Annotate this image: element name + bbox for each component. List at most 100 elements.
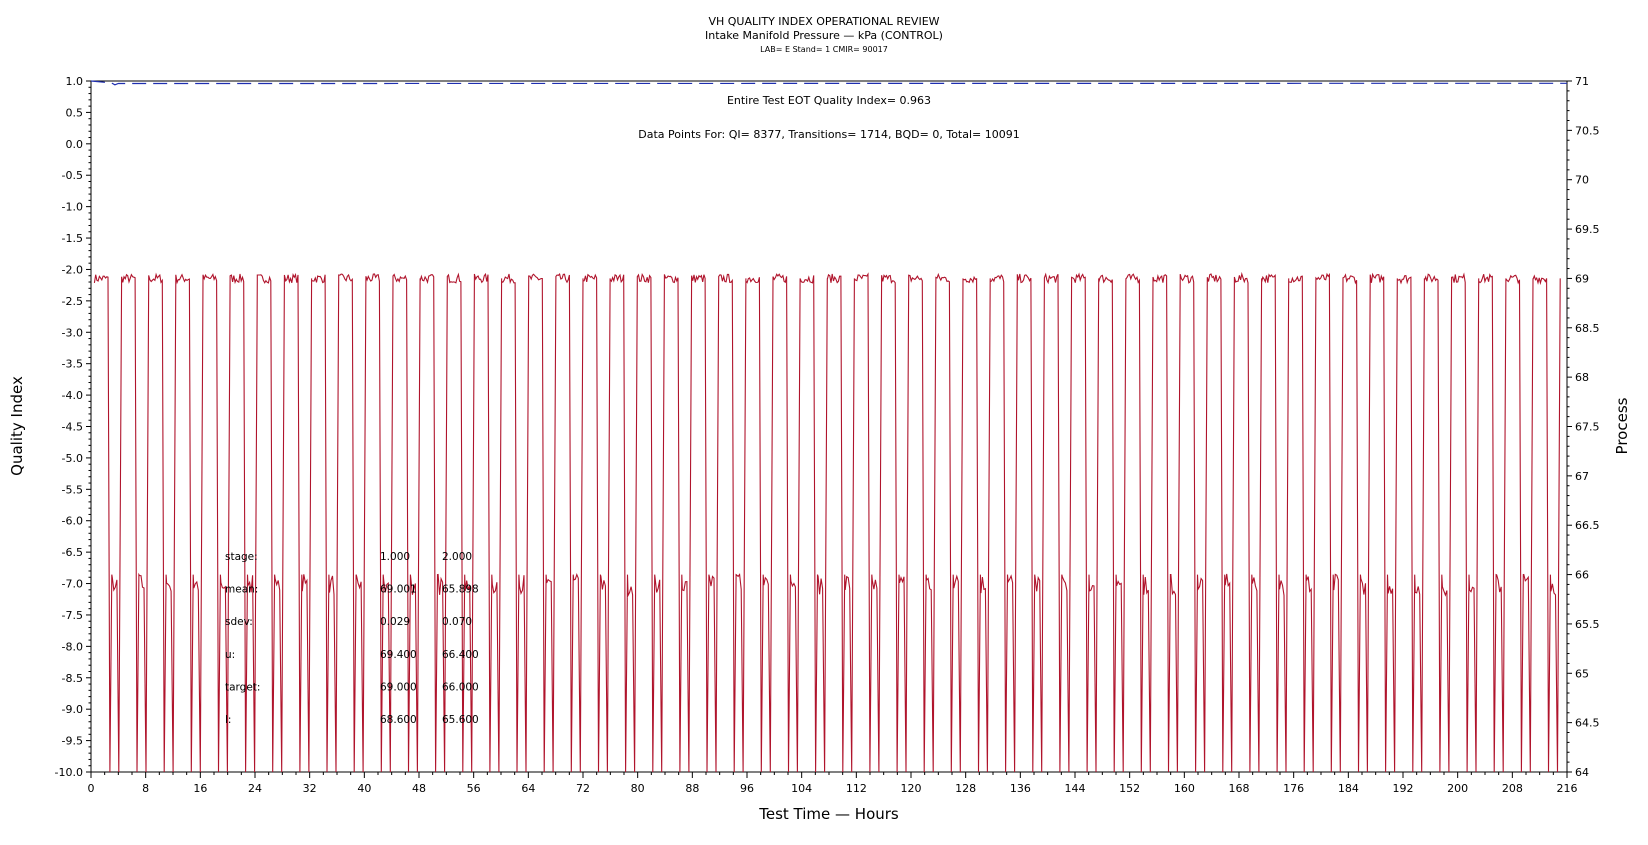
stats-stage1-value: 69.001 bbox=[380, 584, 417, 596]
x-tick-label: 0 bbox=[88, 782, 95, 795]
x-tick-label: 144 bbox=[1065, 782, 1086, 795]
y-tick-label: -1.5 bbox=[62, 232, 83, 245]
y-tick-label: -2.0 bbox=[62, 263, 83, 276]
x-tick-label: 104 bbox=[791, 782, 812, 795]
x-tick-label: 184 bbox=[1338, 782, 1359, 795]
stats-stage1-value: 0.029 bbox=[380, 616, 410, 628]
y2-tick-label: 65.5 bbox=[1575, 618, 1600, 631]
y2-tick-label: 65 bbox=[1575, 667, 1589, 680]
x-tick-label: 136 bbox=[1010, 782, 1031, 795]
y2-tick-label: 67 bbox=[1575, 470, 1589, 483]
stats-stage2-value: 2.000 bbox=[442, 551, 472, 563]
y2-tick-label: 66 bbox=[1575, 569, 1589, 582]
stats-stage1-value: 1.000 bbox=[380, 551, 410, 563]
process-series-line bbox=[93, 271, 1561, 773]
x-axis-label: Test Time — Hours bbox=[758, 805, 899, 823]
stats-row-label: u: bbox=[225, 649, 235, 661]
eot-quality-index-annotation: Entire Test EOT Quality Index= 0.963 bbox=[727, 94, 931, 107]
x-tick-label: 128 bbox=[955, 782, 976, 795]
x-tick-label: 152 bbox=[1119, 782, 1140, 795]
x-tick-label: 200 bbox=[1447, 782, 1468, 795]
y-tick-label: -2.5 bbox=[62, 295, 83, 308]
chart-title: VH QUALITY INDEX OPERATIONAL REVIEW bbox=[708, 15, 939, 28]
y-tick-label: -7.0 bbox=[62, 578, 83, 591]
data-points-annotation: Data Points For: QI= 8377, Transitions= … bbox=[638, 128, 1020, 141]
x-tick-label: 72 bbox=[576, 782, 590, 795]
x-tick-label: 88 bbox=[685, 782, 699, 795]
y-tick-label: -4.5 bbox=[62, 421, 83, 434]
y2-axis-label: Process bbox=[1613, 397, 1631, 454]
chart-subtitle: Intake Manifold Pressure — kPa (CONTROL) bbox=[705, 29, 943, 42]
y-tick-label: -4.0 bbox=[62, 389, 83, 402]
y2-tick-label: 69 bbox=[1575, 272, 1589, 285]
y2-tick-label: 66.5 bbox=[1575, 519, 1600, 532]
y-tick-label: -5.0 bbox=[62, 452, 83, 465]
y2-tick-label: 70 bbox=[1575, 174, 1589, 187]
y-tick-label: 1.0 bbox=[66, 75, 84, 88]
plot-frame bbox=[90, 80, 1568, 773]
y2-tick-label: 68.5 bbox=[1575, 322, 1600, 335]
y-tick-label: -3.5 bbox=[62, 358, 83, 371]
y-tick-label: -5.5 bbox=[62, 483, 83, 496]
y-tick-label: -1.0 bbox=[62, 201, 83, 214]
x-tick-label: 192 bbox=[1393, 782, 1414, 795]
x-tick-label: 160 bbox=[1174, 782, 1195, 795]
y-tick-label: -0.5 bbox=[62, 169, 83, 182]
stats-row-label: l: bbox=[225, 714, 231, 726]
x-tick-label: 96 bbox=[740, 782, 754, 795]
x-tick-label: 112 bbox=[846, 782, 867, 795]
y-tick-label: -7.5 bbox=[62, 609, 83, 622]
stats-stage2-value: 66.400 bbox=[442, 649, 479, 661]
stats-row-label: target: bbox=[225, 681, 260, 693]
x-tick-label: 80 bbox=[631, 782, 645, 795]
stats-table: stage: 1.000 2.000 mean: 69.001 65.898 sdev: 0.… bbox=[225, 551, 479, 726]
y2-tick-label: 70.5 bbox=[1575, 124, 1600, 137]
y2-tick-label: 64.5 bbox=[1575, 717, 1600, 730]
y-tick-label: 0.0 bbox=[66, 138, 84, 151]
x-tick-label: 120 bbox=[901, 782, 922, 795]
y2-tick-label: 64 bbox=[1575, 766, 1589, 779]
stats-row-label: stage: bbox=[225, 551, 258, 563]
y2-tick-label: 67.5 bbox=[1575, 421, 1600, 434]
y-tick-label: -8.0 bbox=[62, 640, 83, 653]
y2-tick-label: 69.5 bbox=[1575, 223, 1600, 236]
y-tick-label: -10.0 bbox=[55, 766, 83, 779]
quality-index-series-line bbox=[90, 80, 1568, 86]
stats-stage2-value: 65.600 bbox=[442, 714, 479, 726]
y-tick-label: -9.5 bbox=[62, 735, 83, 748]
y2-tick-label: 68 bbox=[1575, 371, 1589, 384]
stats-stage1-value: 68.600 bbox=[380, 714, 417, 726]
x-tick-label: 216 bbox=[1557, 782, 1578, 795]
x-tick-label: 48 bbox=[412, 782, 426, 795]
stats-row-label: sdev: bbox=[225, 616, 253, 628]
left-axis-ticks: 1.0 0.5 0.0 -0.5 -1.0 -1.5 -2.0 -2.5 -3.0 -3.5 -4.… bbox=[55, 75, 91, 779]
x-tick-label: 32 bbox=[303, 782, 317, 795]
y2-tick-label: 71 bbox=[1575, 75, 1589, 88]
y-tick-label: -3.0 bbox=[62, 326, 83, 339]
stats-stage2-value: 65.898 bbox=[442, 584, 479, 596]
stats-stage2-value: 0.070 bbox=[442, 616, 472, 628]
stats-row-label: mean: bbox=[225, 584, 258, 596]
y-tick-label: -8.5 bbox=[62, 672, 83, 685]
x-tick-label: 168 bbox=[1229, 782, 1250, 795]
x-tick-label: 56 bbox=[467, 782, 481, 795]
right-axis-ticks: 71 70.5 70 69.5 69 68.5 68 67.5 67 66.5 66 65.5 65 64… bbox=[1567, 75, 1600, 779]
y-tick-label: 0.5 bbox=[66, 106, 84, 119]
x-tick-label: 16 bbox=[193, 782, 207, 795]
y-axis-label: Quality Index bbox=[8, 376, 26, 476]
y-tick-label: -6.0 bbox=[62, 515, 83, 528]
x-axis-ticks: 0 8 16 24 32 40 48 56 64 72 80 88 96 104 112 120 128 136 1… bbox=[88, 772, 1578, 795]
stats-stage1-value: 69.400 bbox=[380, 649, 417, 661]
y-tick-label: -6.5 bbox=[62, 546, 83, 559]
x-tick-label: 64 bbox=[521, 782, 535, 795]
x-tick-label: 24 bbox=[248, 782, 262, 795]
series-layer bbox=[90, 80, 1568, 773]
x-tick-label: 8 bbox=[142, 782, 149, 795]
x-tick-label: 176 bbox=[1283, 782, 1304, 795]
x-tick-label: 40 bbox=[357, 782, 371, 795]
stats-stage2-value: 66.000 bbox=[442, 681, 479, 693]
stats-stage1-value: 69.000 bbox=[380, 681, 417, 693]
y-tick-label: -9.0 bbox=[62, 703, 83, 716]
chart-subtitle-lab: LAB= E Stand= 1 CMIR= 90017 bbox=[760, 45, 888, 54]
